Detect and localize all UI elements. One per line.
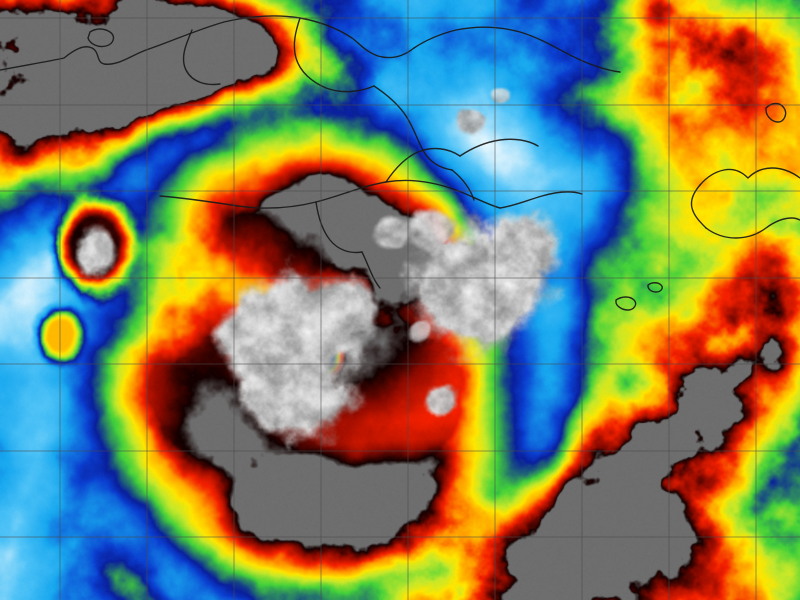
infrared-satellite-heatmap: [0, 0, 800, 600]
satellite-image-viewport: [0, 0, 800, 600]
